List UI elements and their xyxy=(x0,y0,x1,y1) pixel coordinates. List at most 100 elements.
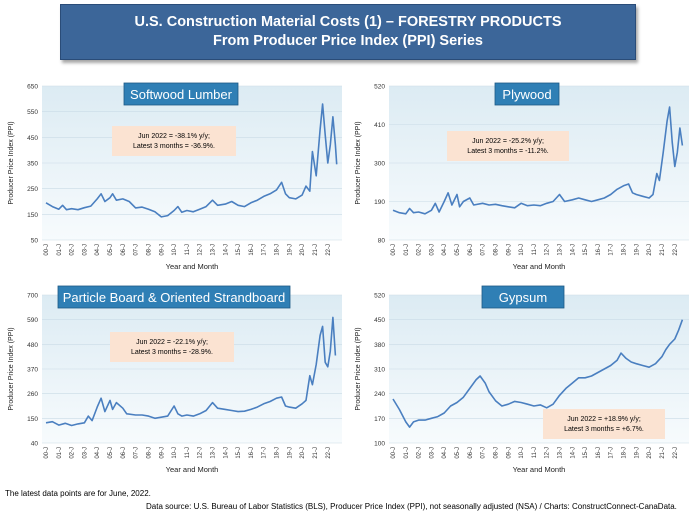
x-tick-label: 05-J xyxy=(108,447,114,459)
x-tick-label: 12-J xyxy=(545,447,551,459)
x-tick-label: 01-J xyxy=(404,244,410,256)
series-line xyxy=(45,103,338,218)
x-tick-label: 16-J xyxy=(249,447,255,459)
x-tick-label: 03-J xyxy=(82,244,88,256)
y-tick-label: 40 xyxy=(31,441,39,448)
x-tick-label: 19-J xyxy=(634,244,640,256)
x-tick-label: 11-J xyxy=(185,447,191,458)
callout-box xyxy=(110,332,234,362)
y-tick-label: 100 xyxy=(374,441,385,448)
x-tick-label: 18-J xyxy=(275,447,281,459)
x-tick-label: 00-J xyxy=(44,447,50,459)
callout-text: Jun 2022 = -22.1% y/y; xyxy=(136,339,208,346)
x-tick-label: 22-J xyxy=(326,447,332,459)
y-tick-label: 300 xyxy=(374,161,385,168)
y-tick-label: 260 xyxy=(27,391,38,398)
x-tick-label: 04-J xyxy=(442,447,448,459)
x-tick-label: 08-J xyxy=(493,447,499,459)
x-tick-label: 08-J xyxy=(493,244,499,256)
x-tick-label: 12-J xyxy=(545,244,551,256)
y-tick-label: 700 xyxy=(27,293,38,300)
x-axis-title: Year and Month xyxy=(166,262,219,271)
x-tick-label: 10-J xyxy=(172,244,178,256)
x-tick-label: 05-J xyxy=(455,447,461,459)
callout-box xyxy=(447,131,569,161)
callout-box xyxy=(543,409,665,439)
x-tick-label: 22-J xyxy=(326,244,332,256)
x-tick-label: 20-J xyxy=(647,244,653,256)
x-tick-label: 11-J xyxy=(532,244,538,255)
chart-title: Softwood Lumber xyxy=(130,87,233,102)
y-axis-title: Producer Price Index (PPI) xyxy=(8,121,15,204)
x-tick-label: 07-J xyxy=(134,447,140,459)
x-tick-label: 16-J xyxy=(596,244,602,256)
chart-title-box xyxy=(494,82,560,106)
x-tick-label: 11-J xyxy=(532,447,538,458)
x-tick-label: 00-J xyxy=(44,244,50,256)
x-axis-title: Year and Month xyxy=(513,262,566,271)
chart-title: Particle Board & Oriented Strandboard xyxy=(63,290,286,305)
y-tick-label: 450 xyxy=(374,317,385,324)
y-axis-title: Producer Price Index (PPI) xyxy=(8,327,15,410)
y-tick-label: 550 xyxy=(27,109,38,116)
x-tick-label: 07-J xyxy=(481,447,487,459)
x-tick-label: 02-J xyxy=(417,244,423,256)
callout-text: Latest 3 months = -36.9%. xyxy=(133,143,215,150)
x-axis-title: Year and Month xyxy=(513,465,566,474)
callout-text: Jun 2022 = -38.1% y/y; xyxy=(138,133,210,140)
x-tick-label: 00-J xyxy=(391,244,397,256)
chart-title: Plywood xyxy=(502,87,551,102)
callout-box xyxy=(112,126,236,156)
y-tick-label: 590 xyxy=(27,317,38,324)
x-tick-label: 04-J xyxy=(442,244,448,256)
x-tick-label: 19-J xyxy=(634,447,640,459)
plywood-chart: 80 190 300 410 520 00-J 01-J 02-J 03-J 04-J 05-J 06… xyxy=(355,82,689,271)
x-tick-label: 20-J xyxy=(300,244,306,256)
x-tick-label: 15-J xyxy=(583,447,589,459)
callout-text: Latest 3 months = -11.2%. xyxy=(467,148,548,155)
y-tick-label: 50 xyxy=(31,238,39,245)
x-tick-label: 10-J xyxy=(172,447,178,459)
x-tick-label: 05-J xyxy=(455,244,461,256)
y-tick-label: 250 xyxy=(27,186,38,193)
series-line xyxy=(392,319,684,428)
x-tick-label: 10-J xyxy=(519,447,525,459)
x-tick-label: 07-J xyxy=(134,244,140,256)
y-tick-label: 190 xyxy=(374,199,385,206)
callout-text: Jun 2022 = -25.2% y/y; xyxy=(472,138,544,145)
x-tick-label: 12-J xyxy=(198,244,204,256)
y-tick-label: 170 xyxy=(374,416,385,423)
y-tick-label: 80 xyxy=(378,238,386,245)
y-tick-label: 520 xyxy=(374,293,385,300)
x-tick-label: 20-J xyxy=(647,447,653,459)
x-tick-label: 21-J xyxy=(660,447,666,459)
x-tick-label: 14-J xyxy=(570,447,576,459)
x-tick-label: 14-J xyxy=(223,447,229,459)
x-tick-label: 18-J xyxy=(622,447,628,459)
x-tick-label: 04-J xyxy=(95,447,101,459)
gypsum-chart: 100 170 240 310 380 450 520 00-J 01-J 02-J 03-J 04-… xyxy=(355,285,689,474)
x-tick-label: 13-J xyxy=(210,447,216,459)
banner-title-line2: From Producer Price Index (PPI) Series xyxy=(213,33,483,49)
x-tick-label: 07-J xyxy=(481,244,487,256)
chart-title: Gypsum xyxy=(499,290,547,305)
x-tick-label: 17-J xyxy=(262,244,268,256)
x-tick-label: 01-J xyxy=(57,447,63,459)
x-tick-label: 19-J xyxy=(287,244,293,256)
y-tick-label: 150 xyxy=(27,212,38,219)
x-tick-label: 18-J xyxy=(622,244,628,256)
x-tick-label: 17-J xyxy=(262,447,268,459)
x-tick-label: 13-J xyxy=(557,244,563,256)
callout-text: Jun 2022 = +18.9% y/y; xyxy=(567,416,641,423)
y-tick-label: 480 xyxy=(27,342,38,349)
x-tick-label: 09-J xyxy=(159,244,165,256)
x-axis-title: Year and Month xyxy=(166,465,219,474)
x-tick-label: 20-J xyxy=(300,447,306,459)
y-tick-label: 150 xyxy=(27,416,38,423)
x-tick-label: 21-J xyxy=(313,244,319,256)
callout-text: Latest 3 months = +6.7%. xyxy=(564,426,644,433)
chart-title-box xyxy=(481,285,565,309)
x-tick-label: 08-J xyxy=(146,447,152,459)
x-tick-label: 17-J xyxy=(609,244,615,256)
x-tick-label: 14-J xyxy=(223,244,229,256)
